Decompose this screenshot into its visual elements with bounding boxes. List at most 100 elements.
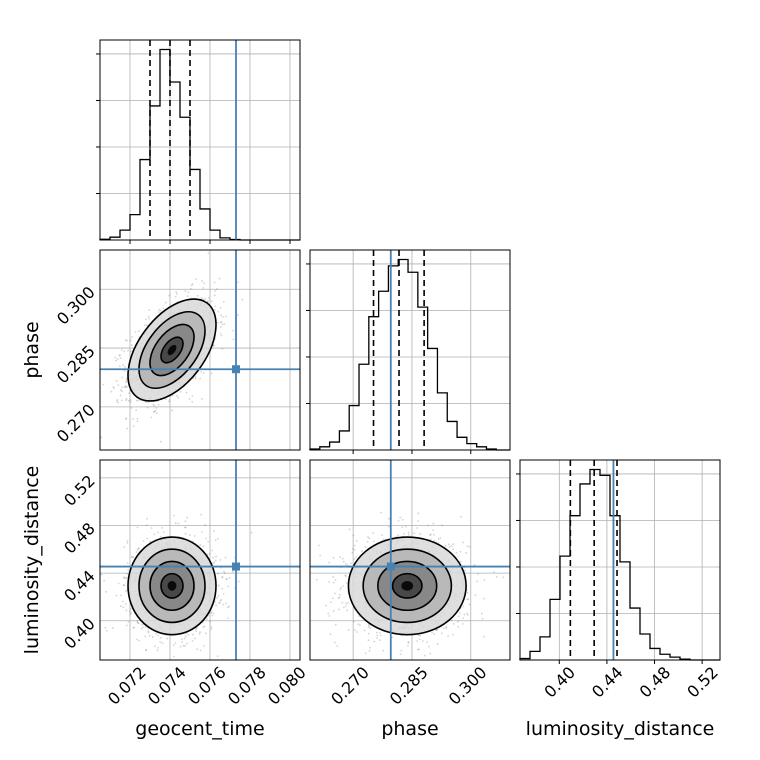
sample-point [336, 645, 339, 647]
sample-point [380, 511, 382, 514]
sample-point [137, 547, 140, 549]
sample-point [436, 628, 439, 631]
sample-point [146, 517, 148, 520]
joint-frame-geocent_time-phase [99, 249, 301, 451]
sample-point [127, 569, 130, 571]
sample-point [462, 541, 465, 544]
sample-point [157, 311, 160, 313]
sample-point [137, 399, 140, 402]
sample-point [113, 387, 116, 390]
sample-point [121, 600, 124, 603]
contour-line-2 [362, 548, 453, 624]
sample-point [397, 519, 400, 522]
sample-point [463, 613, 466, 616]
sample-point [344, 575, 347, 578]
sample-point [130, 344, 133, 347]
sample-point [225, 577, 228, 580]
sample-point [455, 551, 458, 554]
sample-point [118, 354, 121, 357]
sample-point [459, 560, 462, 563]
sample-point [342, 560, 345, 563]
sample-point [433, 539, 436, 542]
sample-point [119, 594, 122, 597]
sample-point [228, 605, 231, 608]
sample-point [232, 338, 235, 341]
sample-point [432, 522, 435, 525]
sample-point [191, 395, 194, 398]
sample-point [417, 648, 419, 651]
sample-point [333, 641, 336, 644]
injection-marker [386, 562, 395, 571]
y-tick-label-phase-1: 0.285 [53, 341, 99, 387]
sample-point [219, 599, 222, 602]
sample-point [100, 573, 103, 576]
sample-point [376, 631, 378, 634]
sample-point [105, 629, 108, 632]
sample-point [452, 633, 454, 636]
sample-point [220, 334, 223, 337]
sample-point [379, 631, 381, 634]
sample-point [346, 609, 348, 612]
sample-point [126, 562, 129, 564]
sample-point [133, 626, 135, 629]
sample-point [144, 635, 147, 638]
sample-point [119, 605, 122, 607]
sample-point [372, 532, 374, 535]
sample-point [209, 620, 212, 623]
sample-point [185, 391, 188, 394]
sample-point [340, 586, 342, 589]
sample-point [144, 626, 147, 628]
sample-point [200, 297, 203, 299]
sample-point [226, 606, 229, 609]
sample-point [142, 626, 144, 628]
sample-point [126, 386, 128, 389]
sample-point [220, 314, 222, 317]
marginal-panel-phase [306, 249, 511, 454]
sample-point [126, 572, 128, 575]
sample-point [123, 546, 126, 548]
sample-point [223, 572, 226, 575]
sample-point [130, 407, 133, 409]
sample-point [447, 635, 449, 638]
sample-point [125, 609, 128, 612]
sample-point [179, 645, 182, 648]
sample-point [388, 525, 390, 528]
sample-point [189, 288, 192, 290]
joint-frame-phase-luminosity_distance [309, 459, 511, 661]
sample-point [382, 649, 385, 652]
sample-point [157, 647, 160, 649]
sample-point [196, 648, 199, 651]
sample-point [184, 520, 187, 523]
sample-point [123, 386, 126, 388]
sample-point [207, 252, 210, 255]
sample-point [445, 627, 448, 630]
sample-point [194, 377, 197, 380]
sample-point [353, 544, 356, 547]
sample-point [367, 623, 370, 626]
marginal-frame-phase [309, 249, 511, 451]
sample-point [153, 410, 156, 413]
sample-point [206, 300, 209, 303]
sample-point [219, 332, 222, 335]
sample-point [130, 350, 132, 353]
sample-point [175, 291, 178, 293]
sample-point [468, 545, 471, 548]
sample-point [380, 634, 383, 637]
sample-point [227, 585, 230, 588]
sample-point [481, 617, 484, 620]
sample-point [218, 602, 220, 604]
sample-point [480, 612, 483, 615]
x-tick-label-luminosity_distance-1: 0.44 [588, 663, 627, 702]
sample-point [208, 552, 211, 555]
x-tick-label-luminosity_distance-3: 0.52 [683, 663, 722, 702]
y-tick-label-phase-2: 0.300 [53, 283, 99, 329]
sample-point [207, 296, 210, 299]
sample-point [153, 404, 156, 407]
sample-point [145, 318, 147, 321]
joint-panel-geocent_time-phase [99, 249, 301, 451]
sample-point [173, 655, 175, 658]
sample-point [203, 282, 205, 285]
sample-point [174, 295, 177, 298]
sample-point [476, 580, 478, 583]
contour-line-3 [127, 536, 217, 636]
